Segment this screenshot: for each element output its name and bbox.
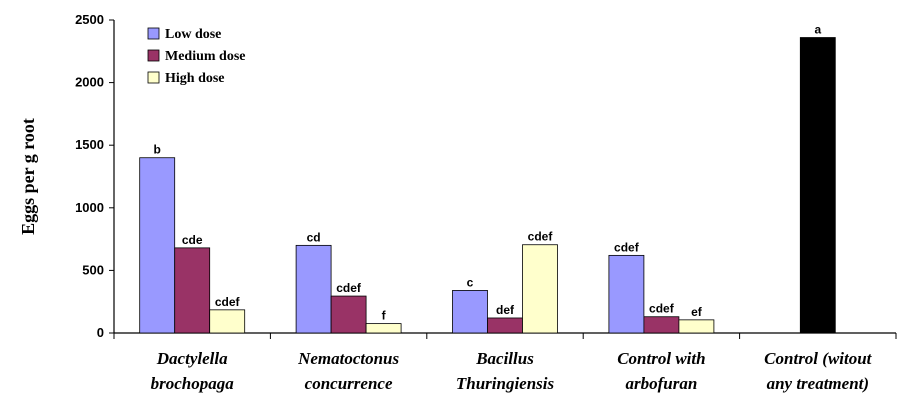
bar-data-label: def [496,303,515,317]
x-category-label: Dactylella [156,349,228,368]
y-tick-label: 2500 [75,12,104,27]
x-category-label: Thuringiensis [456,374,555,393]
bar [139,157,176,334]
x-category-label: Bacillus [475,349,534,368]
x-category-label: brochopaga [151,374,235,393]
legend: Low dose Medium dose High dose [147,27,246,86]
bar [487,317,523,334]
y-tick-label: 2000 [75,75,104,90]
bar [608,254,645,334]
bar-data-label: c [467,275,474,289]
legend-label: High dose [165,71,225,86]
legend-label: Low dose [165,27,221,42]
x-category-label: Control (witout [764,349,873,368]
bar-data-label: ef [691,305,703,319]
legend-swatch [147,71,160,84]
bar-data-label: cdef [528,230,554,244]
y-tick-label: 500 [82,262,104,277]
legend-swatch [147,27,160,40]
y-axis-title: Eggs per g root [18,118,38,235]
bar [522,244,558,334]
x-category-label: concurrence [305,374,393,393]
plot-area: 0 500 1000 1500 2000 2500 Eggs per g root b cde c… [18,12,897,393]
legend-label: Medium dose [165,49,246,64]
x-category-label: any treatment) [767,374,869,393]
bar-data-label: cdef [614,240,640,254]
bar [174,247,211,334]
bar [365,323,402,334]
bar [452,290,488,334]
x-category-label: Nematoctonus [297,349,399,368]
bar-data-label: cdef [336,281,362,295]
y-tick-label: 0 [97,325,104,340]
legend-swatch [147,49,160,62]
x-category-label: arbofuran [625,374,697,393]
bar [799,37,836,334]
bar [330,295,367,334]
bar-data-label: a [814,23,821,37]
bar [643,316,680,334]
bar-data-label: f [382,309,387,323]
bar-data-label: cd [307,230,321,244]
bar [295,244,332,334]
x-category-label: Control with [617,349,705,368]
bar-data-label: cdef [649,302,675,316]
bar-data-label: cdef [215,295,241,309]
bar-data-label: b [154,143,161,157]
bar-data-label: cde [182,233,203,247]
bar [678,319,715,334]
y-tick-label: 1500 [75,137,104,152]
bar [209,309,246,334]
y-tick-label: 1000 [75,200,104,215]
